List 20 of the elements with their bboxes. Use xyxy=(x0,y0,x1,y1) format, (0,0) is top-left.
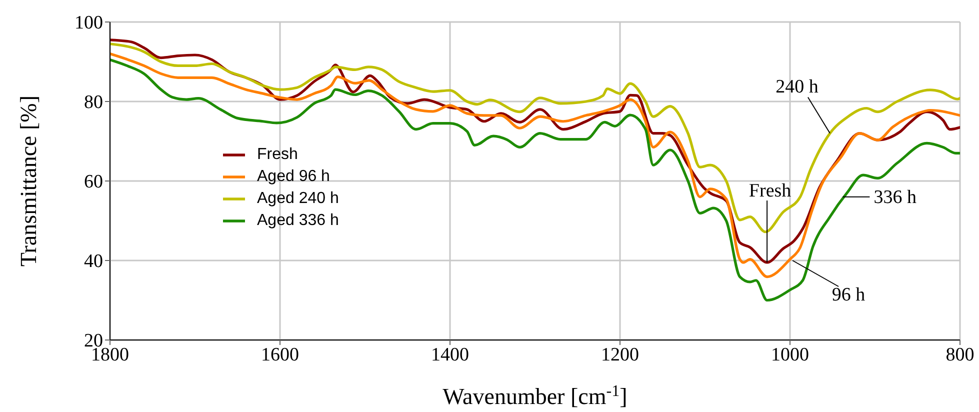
x-tick-label: 1200 xyxy=(601,344,639,366)
y-tick-label: 80 xyxy=(84,92,103,114)
x-tick-label: 800 xyxy=(946,344,974,366)
legend-label: Aged 240 h xyxy=(257,190,339,208)
legend-label: Aged 336 h xyxy=(257,212,339,230)
annotation: 96 h xyxy=(832,284,866,305)
y-tick-label: 40 xyxy=(84,251,103,272)
x-axis-title: Wavenumber [cm$^{-1}$] xyxy=(442,382,628,409)
y-tick-label: 100 xyxy=(74,12,103,34)
line-series xyxy=(110,42,960,234)
legend-label: Aged 96 h xyxy=(257,168,330,186)
x-tick-label: 1600 xyxy=(261,344,299,366)
y-axis-title: Transmittance [%] xyxy=(16,96,40,266)
x-tick-label: 1400 xyxy=(431,344,469,366)
annotation: 336 h xyxy=(874,186,917,208)
annotation: Fresh xyxy=(748,180,792,201)
legend-label: Fresh xyxy=(257,146,298,164)
x-tick-label: 1000 xyxy=(771,344,809,366)
annotation: 240 h xyxy=(776,76,819,97)
y-tick-label: 60 xyxy=(84,172,103,193)
